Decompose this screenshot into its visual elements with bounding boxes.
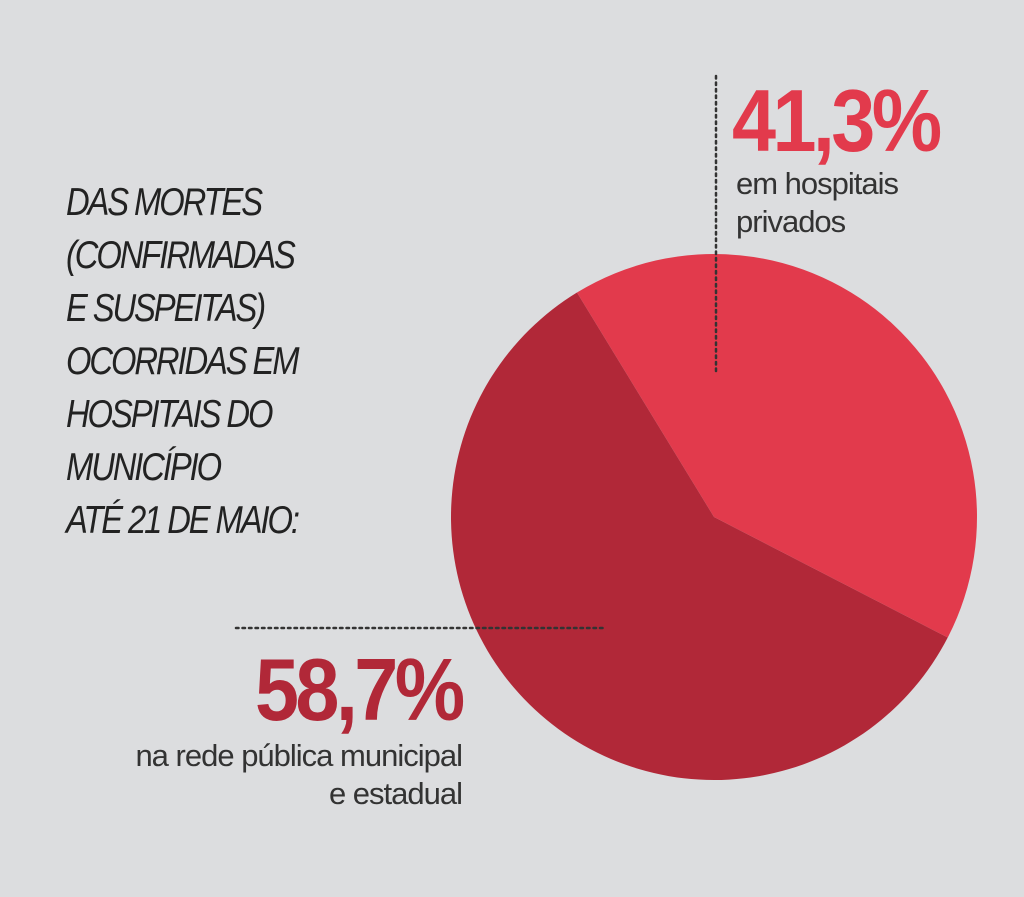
title-line: (CONFIRMADAS [66,234,296,277]
public-description-line: e estadual [328,776,463,811]
title-line: MUNICÍPIO [66,446,222,489]
private-description: em hospitais privados [736,165,899,241]
title-line: DAS MORTES [66,181,263,224]
title-line: OCORRIDAS EM [66,340,300,383]
chart-title: DAS MORTES (CONFIRMADAS E SUSPEITAS) OCO… [66,176,318,547]
pie-slice-public [450,292,948,781]
private-description-line: privados [736,204,846,239]
public-percentage-label: 58,7% [255,640,465,739]
title-line: HOSPITAIS DO [66,393,273,436]
title-line: E SUSPEITAS) [66,287,266,330]
public-description: na rede pública municipal e estadual [135,737,463,813]
public-description-line: na rede pública municipal [135,738,463,773]
private-description-line: em hospitais [736,166,899,201]
private-percentage-label: 41,3% [732,71,942,170]
title-line: ATÉ 21 DE MAIO: [66,499,300,542]
pie-slice-private [576,254,977,638]
